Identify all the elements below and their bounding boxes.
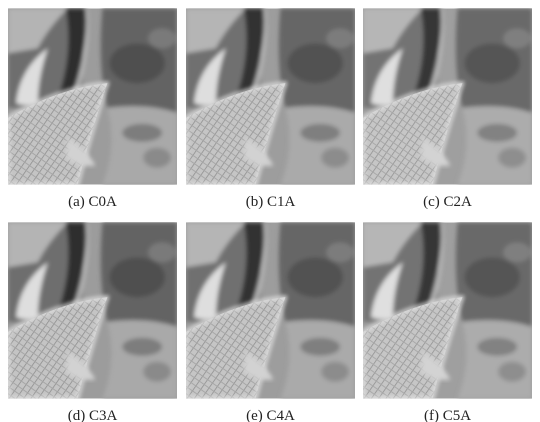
image-panel: (a) C0A — [8, 9, 177, 210]
panel-caption: (c) C2A — [423, 194, 472, 210]
panel-image — [363, 9, 532, 185]
image-panel: (e) C4A — [186, 223, 355, 422]
image-panel: (b) C1A — [186, 9, 355, 210]
image-panel: (c) C2A — [363, 9, 532, 210]
panel-scene — [8, 223, 177, 399]
image-panel: (f) C5A — [363, 223, 532, 422]
panel-caption: (b) C1A — [246, 194, 296, 210]
panel-scene — [186, 9, 355, 185]
panel-image — [8, 223, 177, 399]
panel-image — [186, 9, 355, 185]
panel-scene — [8, 9, 177, 185]
figure: (a) C0A (b) C1A (c) C2A (d) C3A (e) C4A (f) C… — [0, 0, 540, 422]
panel-caption: (a) C0A — [68, 194, 117, 210]
panel-caption: (d) C3A — [68, 408, 118, 422]
image-panel: (d) C3A — [8, 223, 177, 422]
panel-caption: (e) C4A — [246, 408, 295, 422]
panel-caption: (f) C5A — [424, 408, 471, 422]
panel-scene — [363, 223, 532, 399]
figure-canvas: (a) C0A (b) C1A (c) C2A (d) C3A (e) C4A (f) C… — [0, 0, 540, 422]
panel-scene — [186, 223, 355, 399]
panel-image — [8, 9, 177, 185]
panel-scene — [363, 9, 532, 185]
panels: (a) C0A (b) C1A (c) C2A (d) C3A (e) C4A (f) C… — [8, 9, 532, 422]
panel-image — [363, 223, 532, 399]
panel-image — [186, 223, 355, 399]
